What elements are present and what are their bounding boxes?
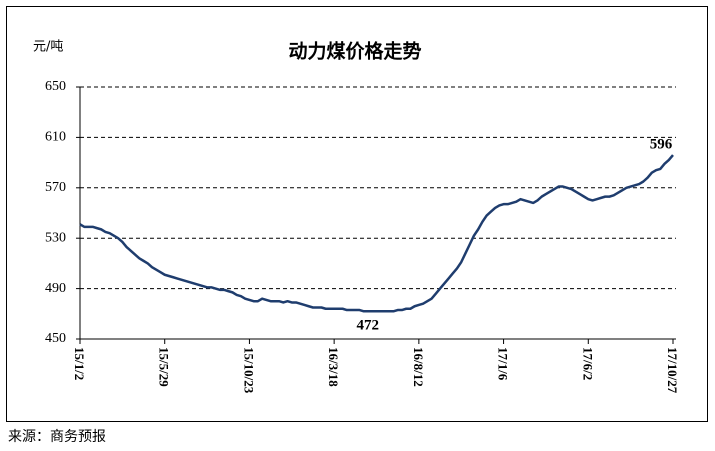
x-tick-label: 17/10/27 bbox=[665, 347, 680, 394]
y-tick-label: 570 bbox=[45, 180, 66, 195]
x-tick-label: 15/10/23 bbox=[241, 347, 256, 394]
y-tick-label: 650 bbox=[45, 79, 66, 94]
y-tick-label: 450 bbox=[45, 331, 66, 346]
x-tick-label: 16/3/18 bbox=[326, 347, 341, 387]
y-tick-label: 490 bbox=[45, 281, 66, 296]
y-tick-label: 530 bbox=[45, 230, 66, 245]
chart-frame bbox=[6, 6, 708, 422]
x-tick-label: 15/5/29 bbox=[157, 347, 172, 387]
data-label: 596 bbox=[650, 136, 673, 152]
y-tick-label: 610 bbox=[45, 130, 66, 145]
x-tick-label: 15/1/2 bbox=[72, 347, 87, 380]
x-tick-label: 17/6/2 bbox=[580, 347, 595, 380]
chart-title: 动力煤价格走势 bbox=[288, 40, 421, 63]
source-note: 来源：商务预报 bbox=[8, 429, 106, 445]
data-label: 472 bbox=[357, 318, 380, 334]
price-line bbox=[79, 154, 674, 313]
x-tick-label: 17/1/6 bbox=[496, 347, 511, 381]
y-axis-unit: 元/吨 bbox=[33, 40, 63, 55]
x-tick-label: 16/8/12 bbox=[411, 347, 426, 387]
